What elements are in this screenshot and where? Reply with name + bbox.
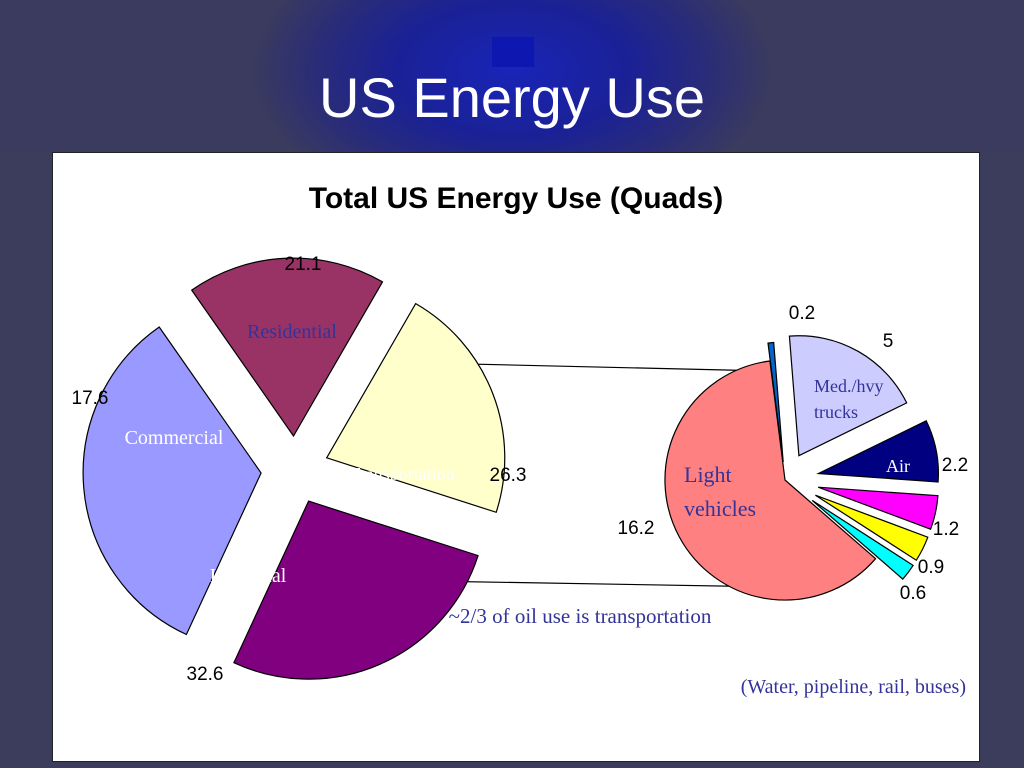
main-pie xyxy=(82,257,506,680)
main-slice-industrial xyxy=(82,326,262,636)
connector-top xyxy=(424,362,769,372)
value-trucks: 5 xyxy=(883,331,894,352)
chart-title: Total US Energy Use (Quads) xyxy=(309,182,724,215)
detail-slice-light-vehicles xyxy=(664,360,877,601)
detail-slice-magenta xyxy=(817,486,939,530)
label-commercial: Commercial xyxy=(125,427,224,449)
value-residential: 21.1 xyxy=(285,254,322,275)
value-industrial: 32.6 xyxy=(187,664,224,685)
value-other: 0.2 xyxy=(789,303,815,324)
main-slice-transportation xyxy=(233,500,479,680)
oil-note: ~2/3 of oil use is transportation xyxy=(449,604,712,628)
detail-slice-air xyxy=(816,419,939,483)
slide-title: US Energy Use xyxy=(319,66,705,129)
label-light-vehicles-line2: vehicles xyxy=(684,496,756,521)
accent-square xyxy=(492,37,534,67)
label-residential: Residential xyxy=(247,321,337,343)
label-light-vehicles-line1: Light xyxy=(684,462,732,487)
value-light-vehicles: 16.2 xyxy=(618,518,655,539)
detail-slice-cyan xyxy=(811,499,914,580)
value-commercial: 17.6 xyxy=(72,388,109,409)
label-light-vehicles: Light vehicles xyxy=(684,462,756,521)
label-trucks-line2: trucks xyxy=(814,402,858,422)
title-band xyxy=(0,0,1024,152)
detail-slice-yellow xyxy=(815,494,929,562)
detail-slice-other xyxy=(767,341,784,463)
detail-slice-trucks xyxy=(788,335,908,457)
value-cyan: 0.6 xyxy=(900,583,926,604)
value-transportation: 26.3 xyxy=(490,465,527,486)
label-air: Air xyxy=(886,456,910,476)
value-air: 2.2 xyxy=(942,455,968,476)
main-slice-commercial xyxy=(190,257,384,438)
value-yellow: 0.9 xyxy=(918,557,944,578)
label-industrial: Industrial xyxy=(210,565,287,587)
value-magenta: 1.2 xyxy=(933,519,959,540)
transport-breakdown-pie xyxy=(664,335,939,601)
label-trucks-line1: Med./hvy xyxy=(814,376,884,396)
label-trucks: Med./hvy trucks xyxy=(814,376,888,422)
main-slice-residential xyxy=(325,302,506,514)
other-note: (Water, pipeline, rail, buses) xyxy=(741,676,966,698)
label-transportation: Transportation xyxy=(349,464,454,484)
